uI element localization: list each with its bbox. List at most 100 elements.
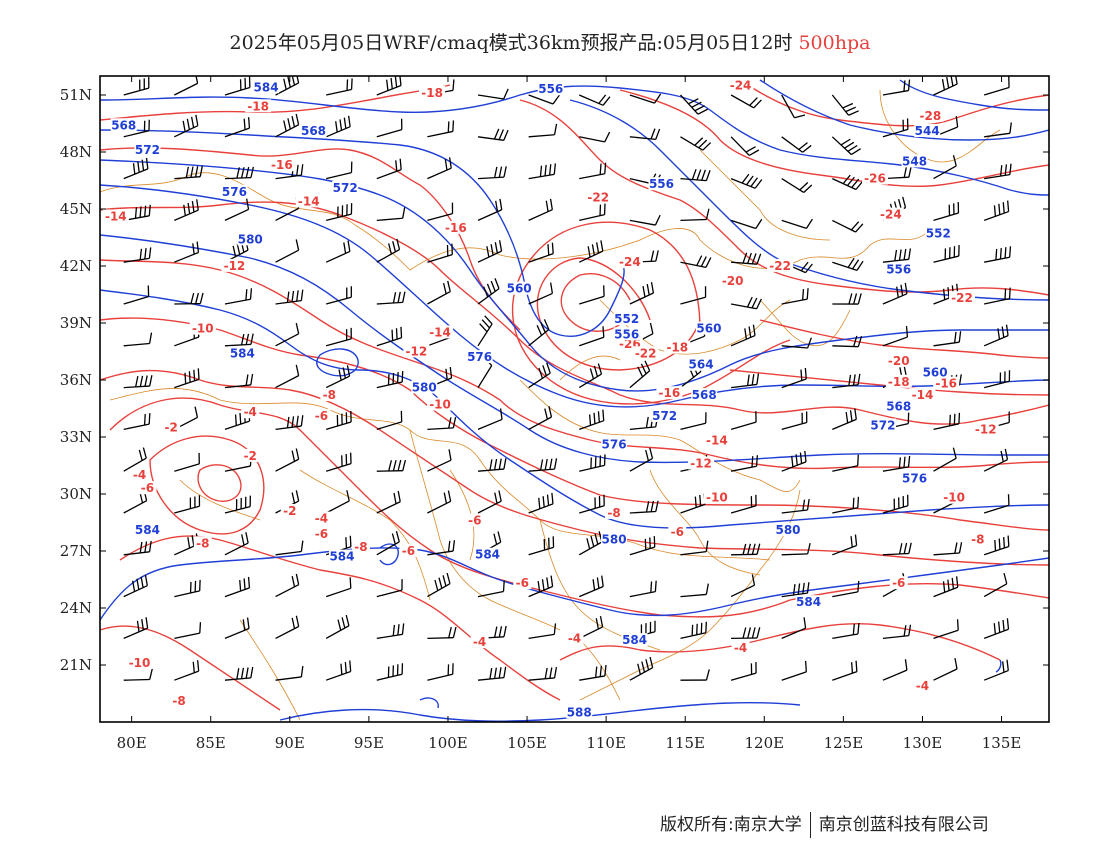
temp-label-bg xyxy=(241,448,260,462)
temperature-label: -18 xyxy=(666,341,688,355)
wind-barb xyxy=(427,490,452,514)
wind-barb xyxy=(730,662,757,681)
temperature-label: -22 xyxy=(951,291,973,305)
wind-barb xyxy=(831,94,859,116)
temp-label-bg xyxy=(427,325,454,339)
temp-label-bg xyxy=(913,678,932,692)
wind-barb xyxy=(477,128,509,141)
wind-barb xyxy=(578,575,604,598)
lat-tick-label: 24N xyxy=(60,599,92,617)
temp-label-bg xyxy=(295,194,322,208)
height-label: 572 xyxy=(652,409,677,423)
lon-tick-label: 115E xyxy=(665,734,705,752)
height-label: 556 xyxy=(649,177,674,191)
wind-barb xyxy=(477,240,503,263)
height-label-bg xyxy=(885,399,912,413)
temp-label-bg xyxy=(616,255,643,269)
wind-barb xyxy=(528,123,558,138)
height-label: 544 xyxy=(915,124,940,138)
temperature-label: -4 xyxy=(133,468,146,482)
temperature-label: -24 xyxy=(880,208,902,222)
temp-label-bg xyxy=(280,504,299,517)
height-label-bg xyxy=(621,633,648,647)
height-label-bg xyxy=(648,177,675,191)
wind-barb xyxy=(680,669,710,681)
wind-barb xyxy=(528,623,557,640)
wind-barb xyxy=(174,199,199,221)
temp-label-bg xyxy=(312,511,331,525)
wind-barb xyxy=(984,246,1012,263)
lat-tick-label: 36N xyxy=(60,371,92,389)
wind-barb xyxy=(882,659,908,681)
temp-label-bg xyxy=(885,353,912,367)
wind-barb xyxy=(578,240,604,263)
wind-barb xyxy=(376,238,401,263)
height-label: 584 xyxy=(135,523,160,537)
temperature-label: -22 xyxy=(769,259,791,273)
wind-barb xyxy=(933,576,959,598)
wind-barb xyxy=(427,572,451,598)
company-text: 南京创蓝科技有限公司 xyxy=(818,815,989,835)
lon-tick-label: 110E xyxy=(586,734,626,752)
lat-tick-labels: 51N 48N 45N 42N 39N 36N 33N 30N 27N 24N 21N xyxy=(60,86,92,674)
temperature-label: -4 xyxy=(473,635,486,649)
wind-barb xyxy=(578,94,611,106)
wind-barb xyxy=(629,214,661,226)
wind-barb xyxy=(680,493,706,514)
wind-barb xyxy=(731,543,761,556)
wind-barb xyxy=(123,332,153,347)
wind-barb xyxy=(679,94,709,115)
lat-tick-label: 33N xyxy=(60,428,92,446)
title-level: 500hpa xyxy=(798,32,871,54)
wind-barb xyxy=(882,118,909,138)
temperature-label: -14 xyxy=(706,434,728,448)
wind-barb xyxy=(123,77,150,96)
lon-tick-label: 85E xyxy=(196,734,226,752)
temp-label-bg xyxy=(221,258,248,272)
temp-label-bg xyxy=(189,321,216,335)
temp-label-bg xyxy=(719,274,746,288)
lat-tick-label: 21N xyxy=(60,656,92,674)
wind-barb xyxy=(224,532,249,556)
wind-barb xyxy=(933,76,958,96)
height-label-bg xyxy=(328,549,355,563)
wind-barb xyxy=(174,114,199,138)
wind-barb xyxy=(123,574,148,598)
temperature-label: -8 xyxy=(172,694,185,708)
temp-label-bg xyxy=(138,481,157,495)
wind-barb xyxy=(376,118,403,138)
wind-barb xyxy=(832,257,864,271)
temperature-label: -18 xyxy=(888,375,910,389)
wind-barb xyxy=(680,208,710,222)
temp-label-bg xyxy=(513,576,532,590)
wind-barb xyxy=(528,163,557,180)
wind-barb xyxy=(427,157,452,180)
wind-barb xyxy=(629,447,654,472)
temperature-label: -8 xyxy=(354,540,367,554)
temperature-label: -10 xyxy=(129,656,151,670)
wind-barb xyxy=(224,495,251,514)
temp-label-bg xyxy=(162,420,181,434)
wind-barb xyxy=(983,200,1010,222)
wind-barb xyxy=(730,218,763,230)
temperature-label: -16 xyxy=(445,221,467,235)
height-label: 584 xyxy=(230,346,255,360)
wind-barb xyxy=(376,207,406,222)
wind-barb xyxy=(123,668,153,681)
temp-label-bg xyxy=(949,291,976,305)
wind-barb xyxy=(123,119,150,138)
height-label: 568 xyxy=(301,124,326,138)
height-label-bg xyxy=(253,80,280,94)
wind-barb xyxy=(629,500,659,514)
wind-barb xyxy=(629,128,661,140)
height-label: 568 xyxy=(886,400,911,414)
plot-frame xyxy=(99,75,1050,723)
wind-barb xyxy=(477,315,493,347)
temperature-label: -6 xyxy=(315,527,328,541)
wind-barb xyxy=(629,93,662,104)
lon-tick-label: 125E xyxy=(824,734,864,752)
wind-barb xyxy=(174,660,200,681)
temperature-label: -8 xyxy=(607,506,620,520)
wind-barb xyxy=(224,288,253,305)
